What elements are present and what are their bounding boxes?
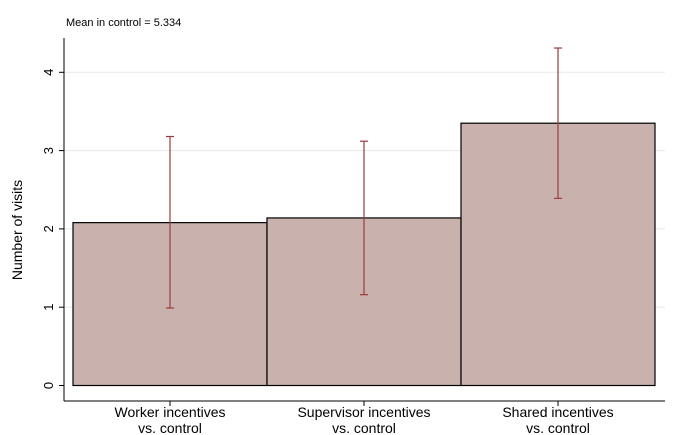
y-tick-label: 3	[41, 147, 56, 154]
y-tick-label: 0	[41, 382, 56, 389]
x-axis: Worker incentives vs. control Supervisor i…	[64, 400, 665, 435]
y-axis: 0 1 2 3 4	[41, 38, 65, 401]
y-tick-label: 4	[41, 69, 56, 76]
x-tick-label: Worker incentives vs. control	[114, 404, 225, 435]
y-tick-label: 2	[41, 225, 56, 232]
control-mean-note: Mean in control = 5.334	[66, 17, 181, 29]
x-tick-label: Shared incentives vs. control	[502, 404, 613, 435]
x-tick-label: Supervisor incentives vs. control	[297, 404, 430, 435]
y-tick-label: 1	[41, 304, 56, 311]
y-axis-label: Number of visits	[9, 180, 25, 280]
error-bars	[166, 47, 562, 309]
